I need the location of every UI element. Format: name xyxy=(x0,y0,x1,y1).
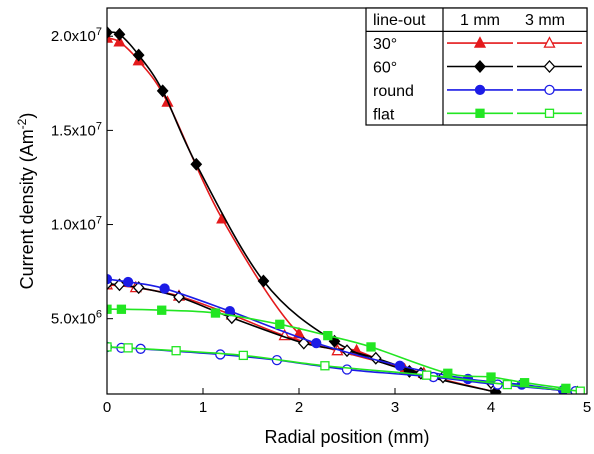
data-point-flat-1-mm xyxy=(366,342,376,352)
legend-header-3-mm: 3 mm xyxy=(525,12,565,29)
data-point-flat-3-mm xyxy=(171,346,181,356)
legend-swatch-marker-30deg-1-mm xyxy=(473,36,487,48)
x-tick-label: 5 xyxy=(583,399,591,416)
legend-swatch-marker-60deg-3-mm xyxy=(543,60,556,73)
data-point-60deg-1-mm xyxy=(190,157,203,171)
data-point-flat-1-mm xyxy=(116,304,127,314)
y-tick-mantissa: 5.0x10 xyxy=(51,311,96,328)
series-line-flat-3-mm xyxy=(107,346,581,392)
data-point-flat-1-mm xyxy=(157,305,167,315)
data-point-flat-1-mm xyxy=(210,308,221,318)
data-point-60deg-1-mm xyxy=(257,274,270,288)
y-tick-label: 5.0x106 xyxy=(51,309,102,328)
data-point-round-1-mm xyxy=(311,338,322,349)
y-tick-label: 1.5x107 xyxy=(51,120,102,139)
data-point-60deg-3-mm xyxy=(132,281,145,295)
legend-label-30deg: 30° xyxy=(373,36,397,53)
series-round-1-mm xyxy=(107,273,569,394)
data-point-60deg-3-mm xyxy=(113,278,126,292)
series-flat-1-mm xyxy=(107,304,571,394)
x-tick-label: 0 xyxy=(103,399,111,416)
y-tick-mantissa: 1.5x10 xyxy=(51,122,96,139)
data-point-round-1-mm xyxy=(122,276,134,288)
data-point-60deg-1-mm xyxy=(132,48,145,62)
data-point-60deg-1-mm xyxy=(113,27,126,41)
legend-swatch-marker-flat-1-mm xyxy=(475,108,485,118)
data-point-flat-3-mm xyxy=(123,343,133,353)
data-point-flat-1-mm xyxy=(275,319,285,329)
data-point-flat-3-mm xyxy=(422,370,432,380)
y-tick-exponent: 6 xyxy=(96,309,102,321)
legend-label-flat: flat xyxy=(373,106,395,123)
data-point-flat-1-mm xyxy=(486,372,496,382)
data-point-60deg-1-mm xyxy=(107,26,113,39)
legend-swatch-marker-30deg-3-mm xyxy=(543,36,556,48)
data-point-flat-1-mm xyxy=(561,383,571,394)
y-tick-exponent: 7 xyxy=(96,120,102,132)
y-tick-label: 1.0x107 xyxy=(51,215,102,234)
x-axis-title: Radial position (mm) xyxy=(264,427,429,447)
legend-header-line-out: line-out xyxy=(373,12,426,29)
data-point-flat-1-mm xyxy=(323,330,333,341)
y-tick-exponent: 7 xyxy=(96,26,102,38)
x-tick-label: 1 xyxy=(199,399,207,416)
data-point-flat-3-mm xyxy=(575,386,585,394)
legend-label-60deg: 60° xyxy=(373,60,397,77)
data-point-round-1-mm xyxy=(394,360,405,371)
data-point-60deg-1-mm xyxy=(489,385,502,394)
data-point-flat-1-mm xyxy=(443,368,453,378)
y-tick-exponent: 7 xyxy=(96,215,102,227)
y-tick-mantissa: 2.0x10 xyxy=(51,28,96,45)
legend-label-round: round xyxy=(373,83,414,100)
x-tick-label: 3 xyxy=(391,399,399,416)
series-layer xyxy=(107,26,585,394)
data-point-60deg-1-mm xyxy=(156,84,169,98)
legend-swatch-marker-round-3-mm xyxy=(544,84,555,96)
y-tick-mantissa: 1.0x10 xyxy=(51,217,96,234)
data-point-round-1-mm xyxy=(107,273,113,285)
x-tick-label: 2 xyxy=(295,399,303,416)
data-point-flat-3-mm xyxy=(502,379,512,390)
data-point-flat-3-mm xyxy=(107,342,112,352)
legend-header-1-mm: 1 mm xyxy=(460,12,500,29)
series-flat-3-mm xyxy=(107,342,585,394)
y-axis-title-close: ) xyxy=(17,113,37,119)
legend-swatch-marker-60deg-1-mm xyxy=(474,60,486,73)
data-point-round-3-mm xyxy=(341,364,353,375)
data-point-flat-3-mm xyxy=(320,361,330,371)
data-point-round-1-mm xyxy=(159,283,170,294)
x-tick-label: 4 xyxy=(487,399,495,416)
y-axis-title: Current density (Am-2) xyxy=(15,113,37,290)
data-point-30deg-1-mm xyxy=(113,34,126,47)
y-axis-title-main: Current density (Am xyxy=(17,129,37,289)
legend-swatch-marker-flat-3-mm xyxy=(544,108,555,118)
plot-frame xyxy=(106,7,588,395)
legend-swatch-marker-round-1-mm xyxy=(474,84,486,96)
legend: line-out 1 mm 3 mm 30° 60° round flat xyxy=(365,7,588,126)
y-axis-title-superscript: -2 xyxy=(15,118,29,129)
y-tick-label: 2.0x107 xyxy=(51,26,102,45)
data-point-flat-1-mm xyxy=(107,304,112,314)
series-line-60deg-1-mm xyxy=(107,31,496,393)
data-point-flat-3-mm xyxy=(238,350,248,361)
